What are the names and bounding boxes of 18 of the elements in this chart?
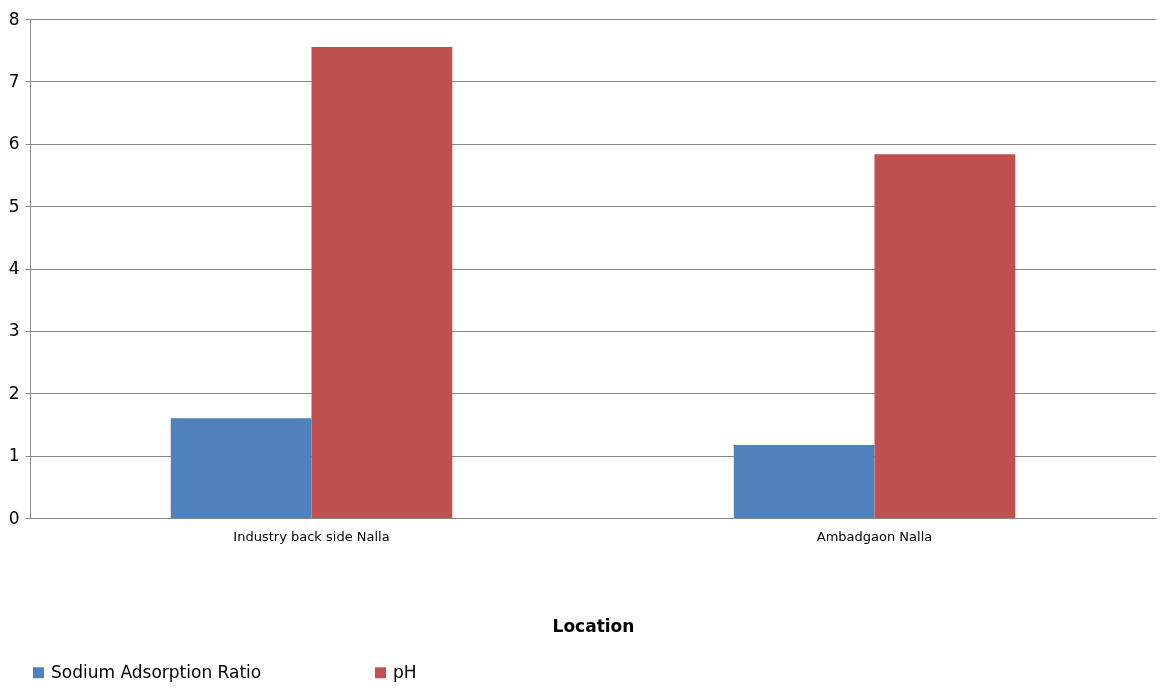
legend-label: pH — [393, 661, 417, 682]
y-tick-label: 7 — [8, 70, 20, 91]
x-tick-label: Ambadgaon Nalla — [816, 528, 933, 544]
bar — [874, 154, 1016, 518]
bar — [170, 418, 312, 518]
y-tick-label: 1 — [8, 445, 20, 466]
x-axis-title: Location — [552, 615, 635, 636]
y-tick-label: 5 — [8, 195, 20, 216]
bar — [311, 47, 453, 518]
bar — [733, 445, 875, 518]
y-tick-label: 6 — [8, 133, 20, 154]
y-tick-label: 4 — [8, 258, 20, 278]
y-tick-label: 8 — [8, 8, 20, 29]
x-tick-label: Industry back side Nalla — [233, 528, 390, 544]
y-tick-label: 2 — [8, 382, 20, 403]
legend-label: Sodium Adsorption Ratio — [51, 661, 262, 682]
y-tick-label: 0 — [8, 507, 20, 528]
y-tick-label: 3 — [8, 320, 20, 341]
